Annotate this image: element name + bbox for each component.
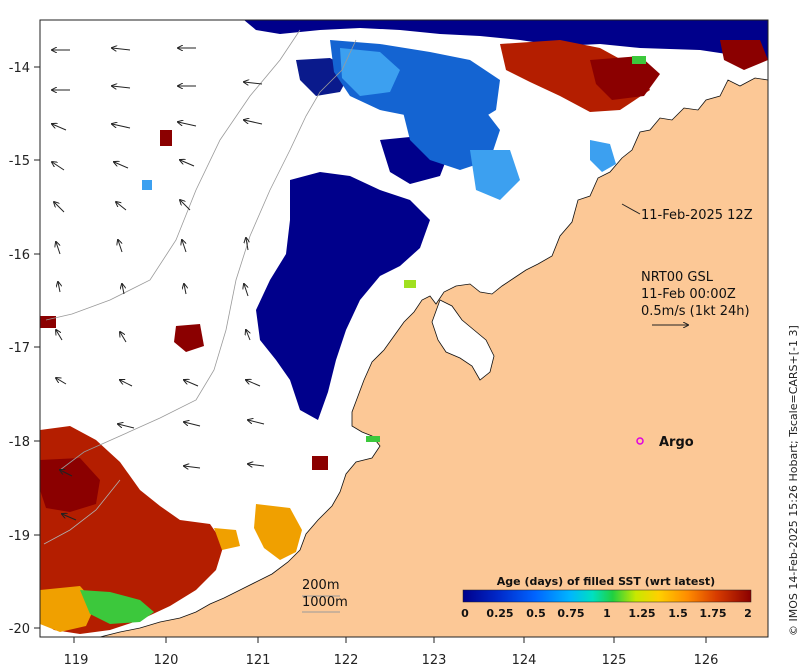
x-tick-label: 120 [154,653,179,668]
timestamp-pointer-line [621,203,641,215]
plot-frame [39,19,769,638]
gulf-inlet [431,299,495,381]
colorbar-tick-label: 0 [461,607,469,620]
x-tick-label: 122 [334,653,359,668]
timestamp-label: 11-Feb-2025 12Z [641,208,753,223]
colorbar-tick-label: 0.25 [486,607,513,620]
colorbar-tick-label: 1.75 [699,607,726,620]
colorbar-scale [462,589,752,603]
product-date-label: 11-Feb 00:00Z [641,287,736,302]
y-tick-label: -15 [9,154,30,169]
colorbar-tick-label: 1 [603,607,611,620]
x-axis: 119 120 121 122 123 124 125 126 [64,637,719,668]
colorbar-tick-label: 1.5 [668,607,688,620]
colorbar-tick-label: 0.5 [526,607,546,620]
x-tick-label: 119 [64,653,89,668]
y-axis: -14 -15 -16 -17 -18 -19 -20 [9,61,40,637]
x-tick-label: 125 [602,653,627,668]
isobath-1000m-line [45,29,301,321]
x-tick-label: 121 [246,653,271,668]
y-tick-label: -19 [9,529,30,544]
argo-float-marker [636,437,644,445]
credit-text: © IMOS 14-Feb-2025 15:26 Hobart; Tscale=… [787,325,800,636]
y-tick-label: -17 [9,341,30,356]
isobath-200m-label: 200m [302,578,339,593]
vector-scale-label: 0.5m/s (1kt 24h) [641,304,750,319]
colorbar-tick-label: 1.25 [628,607,655,620]
isobath-1000m-label: 1000m [302,595,348,610]
y-tick-label: -20 [9,622,30,637]
x-tick-label: 123 [422,653,447,668]
isobath-offshore-line [43,479,121,545]
colorbar-tick-label: 0.75 [557,607,584,620]
product-name-label: NRT00 GSL [641,270,714,285]
plot-area [40,20,768,637]
y-tick-label: -16 [9,248,30,263]
current-vectors [52,48,265,521]
colorbar-title: Age (days) of filled SST (wrt latest) [497,575,715,588]
colorbar: Age (days) of filled SST (wrt latest) 0 … [461,575,752,620]
x-tick-label: 126 [694,653,719,668]
y-tick-label: -14 [9,61,30,76]
x-tick-label: 124 [512,653,537,668]
y-tick-label: -18 [9,435,30,450]
land-mass [99,77,768,637]
sst-age-patches [40,20,768,634]
colorbar-tick-label: 2 [744,607,752,620]
isobath-200m-line [59,39,357,471]
argo-label: Argo [659,435,694,450]
